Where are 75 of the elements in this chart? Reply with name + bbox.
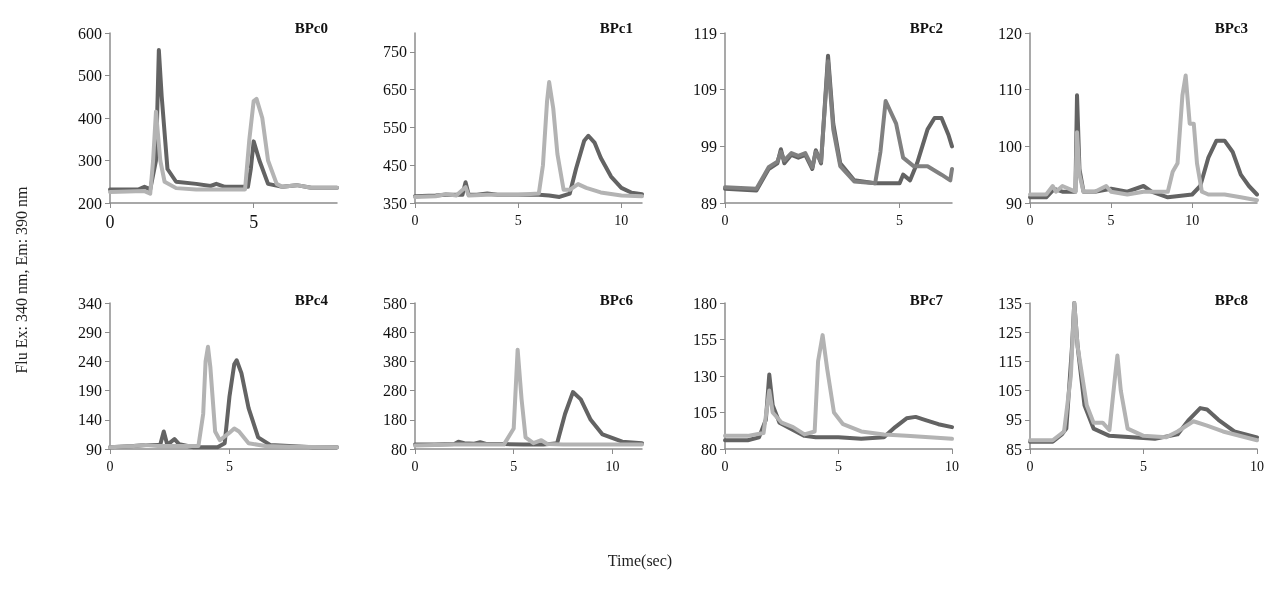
y-tick-label: 90 bbox=[86, 440, 102, 458]
y-tick-label: 380 bbox=[383, 352, 407, 370]
x-tick-label: 0 bbox=[105, 212, 115, 232]
x-tick-label: 0 bbox=[411, 212, 419, 228]
y-tick-label: 130 bbox=[693, 367, 717, 385]
y-tick-label: 340 bbox=[78, 294, 102, 312]
y-tick-label: 190 bbox=[78, 382, 102, 400]
chart-title: BPc2 bbox=[909, 19, 943, 36]
x-tick-label: 0 bbox=[721, 458, 729, 474]
y-tick-label: 109 bbox=[693, 81, 717, 99]
y-tick-label: 100 bbox=[998, 137, 1022, 155]
y-tick-label: 650 bbox=[383, 81, 407, 99]
y-tick-label: 350 bbox=[383, 194, 407, 212]
x-axis-title: Time(sec) bbox=[607, 552, 673, 570]
y-tick-label: 110 bbox=[998, 81, 1022, 99]
y-tick-label: 89 bbox=[701, 194, 717, 212]
x-tick-label: 0 bbox=[721, 212, 729, 228]
y-tick-label: 180 bbox=[383, 411, 407, 429]
chart-title: BPc0 bbox=[294, 19, 328, 36]
chart-title: BPc3 bbox=[1214, 19, 1248, 36]
x-tick-label: 10 bbox=[1250, 458, 1264, 474]
x-tick-label: 10 bbox=[1185, 212, 1200, 228]
y-tick-label: 400 bbox=[78, 109, 102, 127]
chart-title: BPc8 bbox=[1214, 291, 1248, 308]
y-tick-label: 125 bbox=[998, 323, 1022, 341]
x-tick-label: 5 bbox=[225, 458, 233, 474]
x-tick-label: 5 bbox=[896, 212, 904, 228]
y-tick-label: 99 bbox=[701, 137, 717, 155]
y-tick-label: 140 bbox=[78, 411, 102, 429]
y-tick-label: 115 bbox=[998, 352, 1022, 370]
x-tick-label: 10 bbox=[605, 458, 620, 474]
x-tick-label: 5 bbox=[249, 212, 259, 232]
y-axis-title: Flu Ex: 340 nm, Em: 390 nm bbox=[13, 186, 31, 374]
chart-title: BPc4 bbox=[294, 291, 329, 308]
y-tick-label: 105 bbox=[693, 404, 717, 421]
y-tick-label: 80 bbox=[391, 440, 407, 458]
y-tick-label: 550 bbox=[383, 118, 407, 136]
chart-title: BPc7 bbox=[909, 291, 944, 308]
chart-title: BPc6 bbox=[599, 291, 634, 308]
y-tick-label: 200 bbox=[78, 194, 102, 212]
x-tick-label: 5 bbox=[835, 458, 842, 474]
y-tick-label: 500 bbox=[78, 67, 102, 84]
x-tick-label: 0 bbox=[106, 458, 114, 474]
y-tick-label: 90 bbox=[1006, 194, 1022, 212]
y-tick-label: 290 bbox=[78, 323, 102, 341]
y-tick-label: 600 bbox=[78, 24, 102, 42]
y-tick-label: 155 bbox=[693, 331, 717, 348]
y-tick-label: 120 bbox=[998, 24, 1022, 42]
x-tick-label: 10 bbox=[945, 458, 959, 474]
x-tick-label: 5 bbox=[1140, 458, 1147, 474]
y-tick-label: 95 bbox=[1006, 411, 1022, 429]
y-tick-label: 750 bbox=[383, 43, 407, 61]
y-tick-label: 480 bbox=[383, 323, 407, 341]
x-tick-label: 5 bbox=[1107, 212, 1115, 228]
x-tick-label: 0 bbox=[1026, 458, 1034, 474]
x-tick-label: 5 bbox=[514, 212, 522, 228]
y-tick-label: 180 bbox=[693, 294, 717, 312]
y-tick-label: 85 bbox=[1006, 440, 1022, 458]
y-tick-label: 580 bbox=[383, 294, 407, 312]
y-tick-label: 135 bbox=[998, 294, 1022, 312]
y-tick-label: 240 bbox=[78, 352, 102, 370]
line-series bbox=[108, 96, 339, 196]
y-tick-label: 450 bbox=[383, 156, 407, 174]
x-tick-label: 0 bbox=[411, 458, 419, 474]
y-tick-label: 80 bbox=[701, 440, 717, 458]
line-series bbox=[723, 333, 954, 441]
y-tick-label: 105 bbox=[998, 382, 1022, 400]
line-series bbox=[413, 80, 644, 199]
y-tick-label: 280 bbox=[383, 382, 407, 400]
x-tick-label: 0 bbox=[1026, 212, 1034, 228]
y-tick-label: 119 bbox=[693, 24, 717, 42]
y-tick-label: 300 bbox=[78, 152, 102, 169]
x-tick-label: 10 bbox=[614, 212, 629, 228]
x-tick-label: 5 bbox=[510, 458, 518, 474]
chart-title: BPc1 bbox=[599, 19, 633, 36]
